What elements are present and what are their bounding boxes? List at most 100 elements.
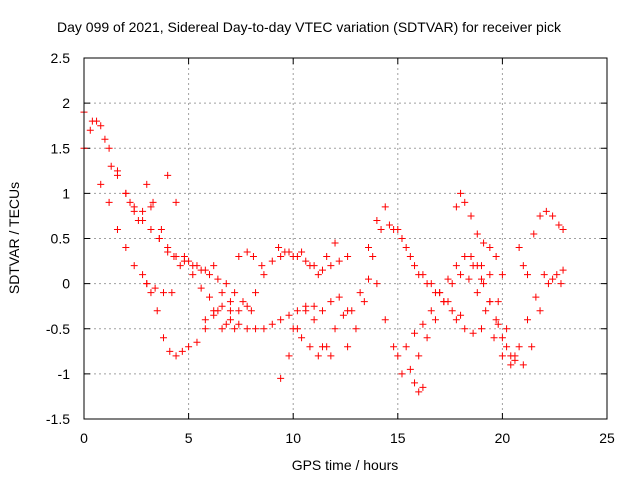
y-tick-label: 1.5 <box>51 140 71 156</box>
data-point <box>553 271 561 279</box>
data-point <box>557 280 565 288</box>
data-point <box>559 225 567 233</box>
data-point <box>440 298 448 306</box>
data-point <box>344 343 352 351</box>
data-point <box>306 262 314 270</box>
data-point <box>390 225 398 233</box>
series-track-3 <box>97 180 234 360</box>
data-point <box>222 280 230 288</box>
data-point <box>268 257 276 265</box>
data-point <box>398 235 406 242</box>
data-point <box>147 225 155 233</box>
data-point <box>377 225 385 233</box>
series-track-19 <box>477 262 567 369</box>
data-point <box>122 244 130 252</box>
data-point <box>477 262 485 270</box>
data-point <box>155 235 163 242</box>
data-point <box>519 361 527 369</box>
data-point <box>105 198 113 206</box>
data-point <box>193 338 201 346</box>
data-point <box>524 271 532 279</box>
data-point <box>180 253 188 261</box>
series-track-16 <box>411 379 427 396</box>
data-point <box>486 298 494 306</box>
data-point <box>222 320 230 328</box>
data-point <box>532 293 540 301</box>
data-point <box>457 311 465 319</box>
data-point <box>498 352 506 360</box>
data-point <box>97 122 105 130</box>
data-point <box>494 320 502 328</box>
data-point <box>503 325 511 333</box>
data-point <box>498 271 506 279</box>
data-point <box>415 388 423 396</box>
data-point <box>423 280 431 288</box>
data-point <box>260 271 268 279</box>
data-point <box>243 302 251 310</box>
data-point <box>415 352 423 360</box>
series-track-12 <box>344 221 485 351</box>
data-point <box>166 347 174 355</box>
data-point <box>172 198 180 206</box>
data-point <box>555 221 563 229</box>
data-point <box>452 203 460 211</box>
data-point <box>159 289 167 297</box>
data-point <box>469 329 477 337</box>
x-tick-label: 5 <box>185 430 193 446</box>
data-point <box>467 253 475 261</box>
series-track-5 <box>143 280 176 297</box>
y-tick-label: -0.5 <box>46 321 70 337</box>
data-point <box>113 167 121 175</box>
series-track-18 <box>467 253 565 360</box>
data-point <box>185 343 193 351</box>
data-point <box>193 262 201 270</box>
data-point <box>247 307 255 315</box>
data-point <box>218 325 226 333</box>
x-tick-label: 0 <box>80 430 88 446</box>
series-track-2 <box>80 108 218 274</box>
series-track-1 <box>80 117 255 315</box>
data-point <box>302 307 310 315</box>
data-point <box>151 284 159 292</box>
series-track-15 <box>394 253 519 364</box>
data-point <box>335 293 343 301</box>
data-point <box>168 289 176 297</box>
data-point <box>147 203 155 211</box>
data-point <box>406 253 414 261</box>
data-point <box>298 248 306 256</box>
data-point <box>143 280 151 288</box>
data-point <box>113 225 121 233</box>
data-point <box>536 212 544 220</box>
data-point <box>457 189 465 197</box>
y-tick-label: -1 <box>58 366 71 382</box>
data-point <box>323 343 331 351</box>
data-point <box>130 203 138 211</box>
data-point <box>260 325 268 333</box>
plot-frame <box>83 57 608 420</box>
data-point <box>536 307 544 315</box>
data-point <box>515 244 523 252</box>
data-point <box>306 343 314 351</box>
data-point <box>323 253 331 261</box>
data-point <box>477 275 485 283</box>
data-point <box>243 325 251 333</box>
data-point <box>226 316 234 324</box>
data-point <box>335 257 343 265</box>
data-point <box>515 343 523 351</box>
x-tick-label: 25 <box>599 430 615 446</box>
data-point <box>164 248 172 256</box>
series-track-20 <box>515 244 532 279</box>
data-point <box>411 379 419 387</box>
data-point <box>461 325 469 333</box>
data-point <box>507 361 515 369</box>
data-point <box>356 289 364 297</box>
data-point <box>402 244 410 252</box>
data-point <box>486 244 494 252</box>
data-point <box>235 253 243 261</box>
data-point <box>107 162 115 170</box>
data-point <box>549 212 557 220</box>
series-track-11 <box>289 275 381 360</box>
data-point <box>147 289 155 297</box>
data-point <box>293 307 301 315</box>
data-point <box>201 325 209 333</box>
